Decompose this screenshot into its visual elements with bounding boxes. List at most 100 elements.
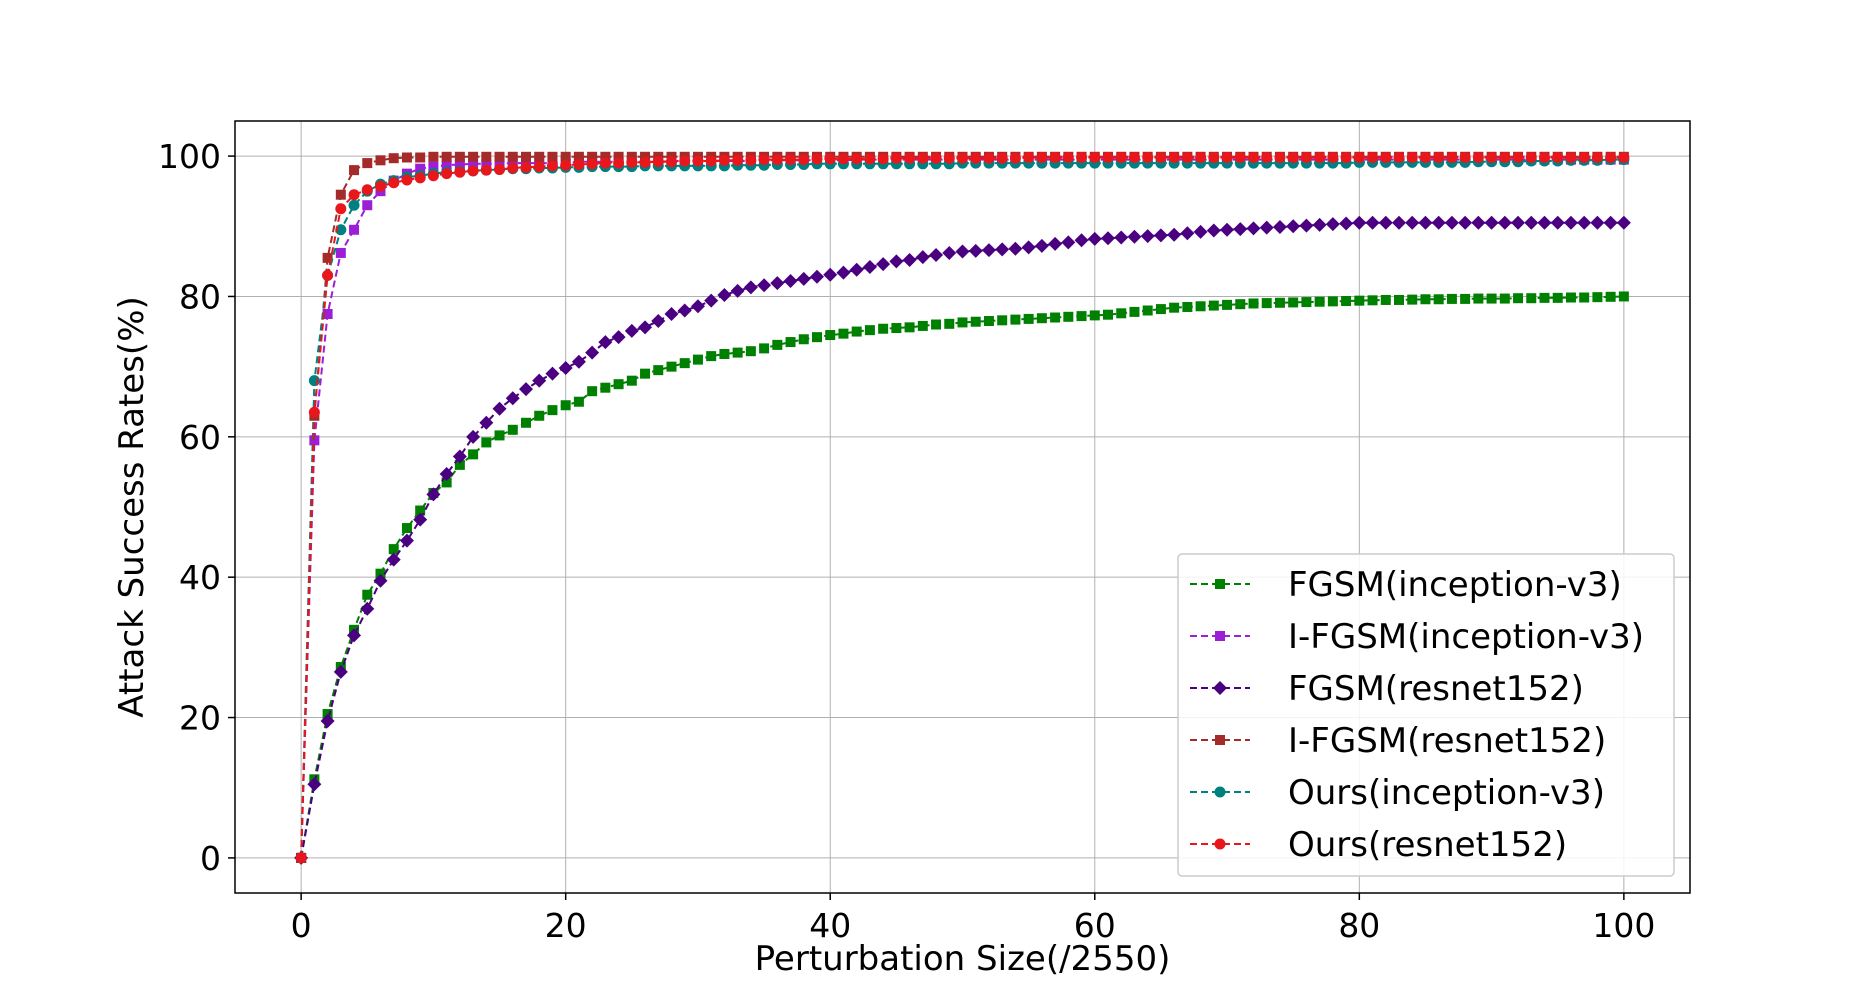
data-point — [1579, 292, 1590, 303]
data-point — [1458, 215, 1473, 230]
legend-label: FGSM(resnet152) — [1288, 669, 1584, 709]
data-point — [718, 154, 730, 166]
data-point — [1246, 221, 1261, 236]
data-point — [889, 254, 904, 269]
data-point — [1524, 215, 1539, 230]
data-point — [981, 243, 996, 258]
data-point — [1406, 151, 1418, 163]
data-point — [362, 589, 373, 600]
data-point — [891, 323, 902, 334]
data-point — [322, 309, 333, 319]
data-point — [1433, 151, 1445, 163]
data-point — [375, 180, 386, 192]
data-point — [1537, 215, 1552, 230]
data-point — [1286, 219, 1301, 234]
data-point — [759, 343, 770, 354]
data-point — [375, 568, 386, 579]
legend-box — [1177, 553, 1675, 877]
data-point — [1233, 222, 1248, 237]
data-point — [534, 410, 545, 421]
data-point — [1418, 215, 1433, 230]
data-point — [811, 153, 823, 165]
data-point — [970, 152, 982, 164]
data-point — [1444, 215, 1459, 230]
y-tick-label: 0 — [200, 839, 221, 878]
data-point — [917, 152, 929, 164]
data-point — [441, 160, 452, 171]
data-point — [335, 203, 347, 215]
data-point — [1405, 215, 1420, 230]
legend-marker — [1215, 631, 1225, 641]
data-point — [558, 361, 573, 376]
data-point — [585, 345, 600, 360]
data-point — [573, 151, 584, 162]
data-point — [1512, 151, 1524, 163]
data-point — [771, 154, 783, 166]
data-point — [1590, 215, 1605, 230]
data-point — [1367, 151, 1379, 163]
data-point — [890, 152, 902, 164]
data-point — [862, 259, 877, 274]
data-point — [1420, 294, 1431, 305]
plot-frame — [234, 120, 1691, 894]
data-point — [415, 152, 426, 163]
data-point — [1352, 215, 1367, 230]
data-point — [639, 156, 651, 168]
data-point — [1431, 215, 1446, 230]
data-point — [1222, 299, 1233, 310]
legend-marker — [1215, 735, 1225, 745]
data-point — [1327, 151, 1339, 163]
data-point — [1103, 309, 1113, 320]
data-point — [441, 477, 452, 488]
data-point — [401, 152, 412, 163]
data-point — [1578, 151, 1590, 163]
data-point — [1605, 291, 1616, 302]
data-point — [1526, 293, 1537, 304]
y-tick-label: 80 — [179, 277, 221, 316]
data-point — [1327, 296, 1338, 307]
data-point — [362, 158, 373, 169]
data-point — [439, 467, 454, 482]
legend-label: I-FGSM(resnet152) — [1288, 721, 1606, 761]
data-point — [651, 314, 666, 329]
data-point — [415, 505, 426, 516]
data-point — [1206, 223, 1221, 238]
data-point — [571, 354, 586, 369]
data-point — [1036, 151, 1048, 163]
data-point — [360, 601, 375, 616]
x-axis-label: Perturbation Size(/2550) — [755, 939, 1171, 979]
data-point — [1142, 151, 1154, 163]
x-tick-label: 0 — [291, 906, 312, 945]
data-point — [1513, 293, 1524, 304]
data-point — [730, 283, 745, 298]
data-point — [520, 161, 532, 173]
data-point — [468, 449, 479, 460]
legend-label: Ours(inception-v3) — [1288, 773, 1605, 813]
data-point — [745, 154, 757, 166]
data-point — [1181, 151, 1193, 163]
data-point — [1312, 217, 1327, 232]
data-point — [1023, 151, 1035, 163]
data-point — [1618, 151, 1630, 163]
data-point — [983, 316, 994, 327]
data-point — [308, 406, 320, 418]
data-point — [640, 151, 651, 162]
data-point — [349, 224, 360, 235]
data-point — [480, 164, 492, 176]
data-point — [706, 351, 717, 362]
data-point — [586, 158, 598, 170]
legend-label: Ours(resnet152) — [1288, 825, 1567, 865]
data-point — [1484, 215, 1499, 230]
data-point — [944, 318, 955, 329]
data-point — [732, 347, 743, 358]
data-point — [1325, 217, 1340, 232]
data-point — [1272, 219, 1287, 234]
data-point — [1155, 151, 1167, 163]
data-point — [823, 267, 838, 282]
data-point — [375, 155, 386, 166]
legend-item: Ours(resnet152) — [1190, 825, 1567, 865]
data-point — [902, 252, 917, 267]
data-point — [1339, 216, 1354, 231]
data-point — [335, 189, 346, 200]
data-point — [1550, 215, 1565, 230]
